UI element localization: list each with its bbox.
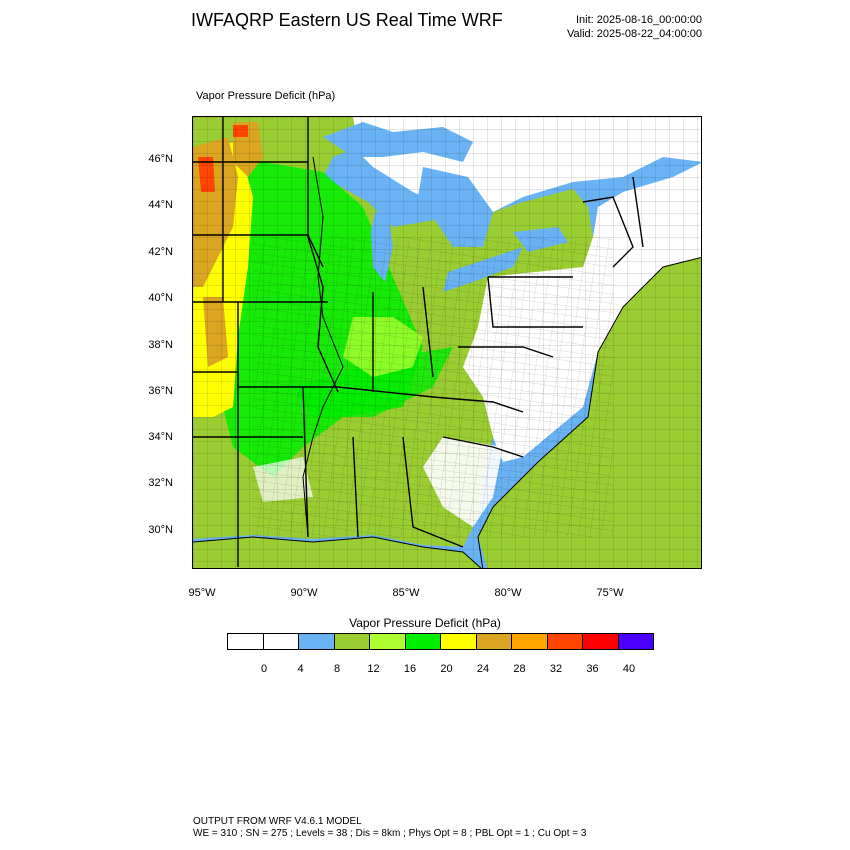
lat-label: 42°N: [148, 246, 173, 258]
colorbar-label: 8: [333, 663, 341, 675]
colorbar-swatch: [617, 633, 654, 650]
init-time: Init: 2025-08-16_00:00:00: [576, 14, 702, 26]
colorbar-swatch: [404, 633, 441, 650]
colorbar-label: 28: [513, 663, 526, 675]
colorbar: [227, 633, 654, 650]
colorbar-swatch: [440, 633, 477, 650]
colorbar-label: 12: [367, 663, 380, 675]
lat-label: 40°N: [148, 292, 173, 304]
colorbar-swatch: [582, 633, 619, 650]
map-panel: [192, 116, 702, 569]
lat-label: 44°N: [148, 199, 173, 211]
colorbar-label: 0: [260, 663, 268, 675]
lat-label: 34°N: [148, 431, 173, 443]
lat-label: 38°N: [148, 339, 173, 351]
lat-label: 30°N: [148, 524, 173, 536]
lon-label: 95°W: [188, 587, 216, 599]
lon-label: 75°W: [596, 587, 624, 599]
colorbar-label: 24: [476, 663, 490, 675]
mississippi-river: [302, 156, 344, 538]
run-times: Init: 2025-08-16_00:00:00 Valid: 2025-08…: [567, 13, 702, 41]
colorbar-label: 40: [622, 663, 636, 675]
colorbar-label: 36: [586, 663, 599, 675]
model-version: OUTPUT FROM WRF V4.6.1 MODEL: [193, 816, 362, 827]
lon-label: 80°W: [494, 587, 522, 599]
lon-label: 85°W: [392, 587, 420, 599]
colorbar-label: 16: [403, 663, 417, 675]
valid-time: Valid: 2025-08-22_04:00:00: [567, 28, 702, 40]
lat-label: 32°N: [148, 477, 173, 489]
gulf-coast: [193, 536, 482, 568]
colorbar-swatch: [227, 633, 264, 650]
colorbar-label: 20: [440, 663, 453, 675]
lon-label: 90°W: [290, 587, 318, 599]
colorbar-label: 32: [549, 663, 563, 675]
map-graphic: [193, 117, 701, 568]
colorbar-swatch: [475, 633, 512, 650]
lat-label: 46°N: [148, 153, 173, 165]
model-info: OUTPUT FROM WRF V4.6.1 MODEL WE = 310 ; …: [193, 816, 586, 840]
model-config: WE = 310 ; SN = 275 ; Levels = 38 ; Dis …: [193, 828, 587, 839]
colorbar-title: Vapor Pressure Deficit (hPa): [349, 616, 501, 630]
colorbar-swatch: [333, 633, 370, 650]
colorbar-swatch: [369, 633, 406, 650]
plot-title: IWFAQRP Eastern US Real Time WRF: [191, 10, 503, 30]
colorbar-swatch: [546, 633, 583, 650]
colorbar-swatch: [298, 633, 335, 650]
atlantic-coast: [477, 256, 701, 568]
colorbar-swatch: [511, 633, 548, 650]
colorbar-swatch: [262, 633, 299, 650]
colorbar-label: 4: [297, 663, 304, 675]
state-lines: [193, 117, 644, 567]
lat-label: 36°N: [148, 385, 173, 397]
field-label: Vapor Pressure Deficit (hPa): [196, 90, 336, 102]
